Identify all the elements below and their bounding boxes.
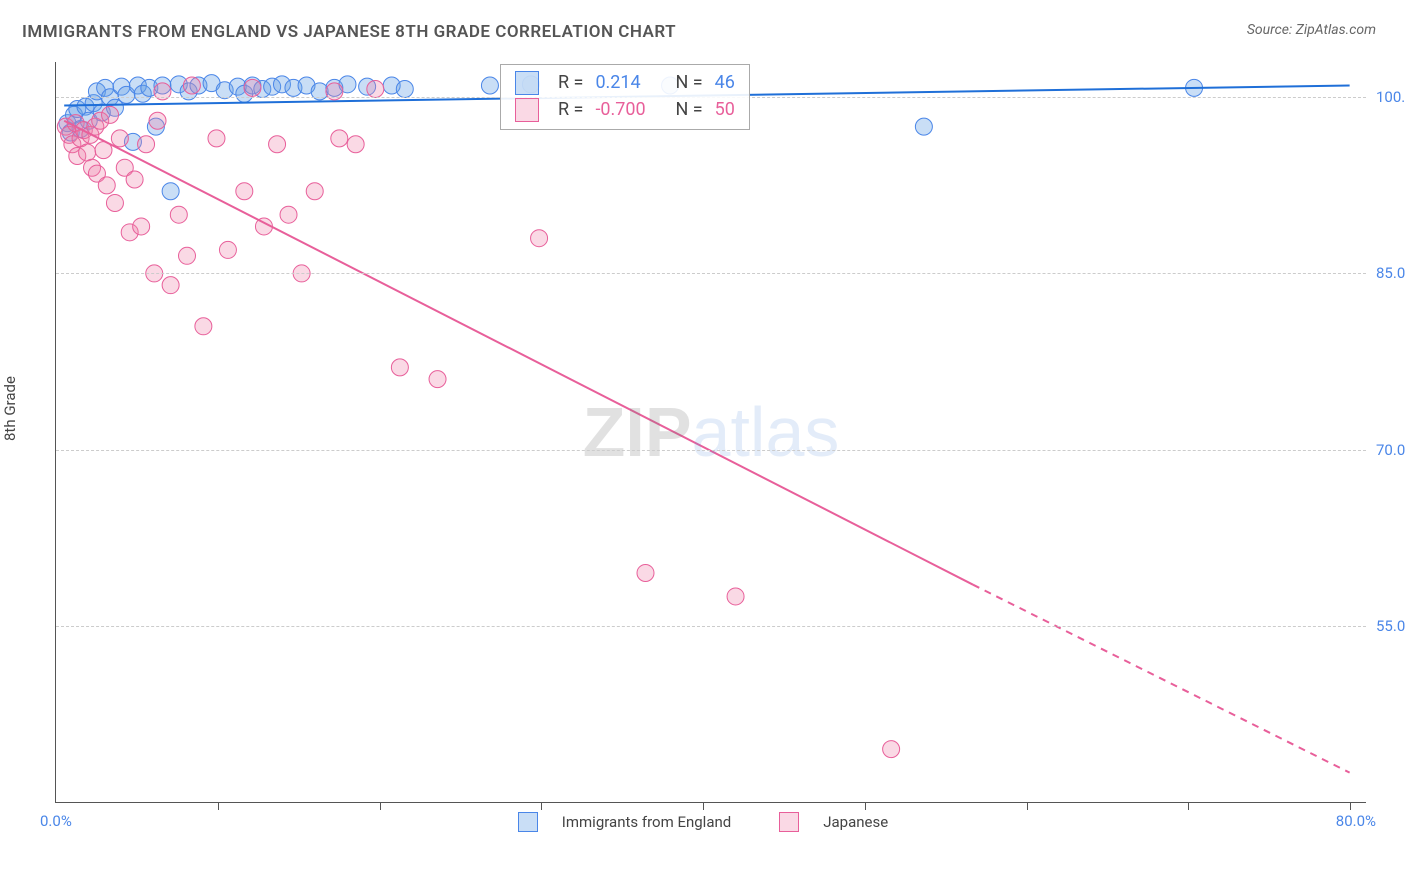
scatter-point-japanese: [179, 247, 196, 264]
stats-row-japanese: R = -0.700 N = 50: [515, 96, 735, 123]
scatter-point-japanese: [162, 277, 179, 294]
trend-line-japanese: [64, 121, 973, 585]
scatter-point-japanese: [637, 564, 654, 581]
scatter-point-japanese: [208, 130, 225, 147]
swatch-england: [515, 71, 539, 95]
x-tick: [703, 802, 704, 810]
scatter-point-japanese: [102, 106, 119, 123]
gridline: [56, 273, 1366, 274]
gridline: [56, 626, 1366, 627]
scatter-point-japanese: [367, 81, 384, 98]
x-tick: [865, 802, 866, 810]
scatter-svg: [56, 62, 1366, 802]
scatter-point-japanese: [883, 741, 900, 758]
x-tick: [1027, 802, 1028, 810]
legend-item-japanese: Japanese: [767, 812, 900, 832]
y-tick-label: 100.0%: [1376, 88, 1406, 106]
scatter-point-england: [396, 81, 413, 98]
y-axis-label: 8th Grade: [1, 376, 19, 441]
n-label: N =: [675, 69, 702, 96]
y-tick-label: 70.0%: [1376, 441, 1406, 459]
scatter-point-japanese: [138, 136, 155, 153]
legend-label: Japanese: [823, 813, 888, 831]
scatter-point-japanese: [79, 144, 96, 161]
scatter-point-japanese: [126, 171, 143, 188]
scatter-point-japanese: [111, 130, 128, 147]
legend-label: Immigrants from England: [562, 813, 731, 831]
r-label: R =: [558, 96, 583, 123]
r-value: -0.700: [595, 96, 659, 123]
r-value: 0.214: [595, 69, 659, 96]
scatter-point-japanese: [727, 588, 744, 605]
swatch-japanese: [779, 812, 799, 832]
n-value: 50: [715, 96, 735, 123]
scatter-point-japanese: [429, 371, 446, 388]
scatter-point-england: [481, 77, 498, 94]
r-label: R =: [558, 69, 583, 96]
scatter-point-japanese: [347, 136, 364, 153]
x-tick: [218, 802, 219, 810]
scatter-point-japanese: [170, 206, 187, 223]
n-value: 46: [715, 69, 735, 96]
gridline: [56, 450, 1366, 451]
swatch-england: [518, 812, 538, 832]
chart-title: IMMIGRANTS FROM ENGLAND VS JAPANESE 8TH …: [22, 22, 676, 42]
scatter-point-japanese: [269, 136, 286, 153]
scatter-point-japanese: [306, 183, 323, 200]
plot-area: ZIPatlas 55.0%70.0%85.0%100.0%: [55, 62, 1366, 803]
scatter-point-japanese: [106, 194, 123, 211]
swatch-japanese: [515, 98, 539, 122]
x-tick: [380, 802, 381, 810]
n-label: N =: [675, 96, 702, 123]
scatter-point-japanese: [331, 130, 348, 147]
scatter-point-japanese: [280, 206, 297, 223]
stats-legend: R = 0.214 N = 46 R = -0.700 N = 50: [500, 64, 750, 130]
bottom-legend: Immigrants from England Japanese: [0, 812, 1406, 836]
stats-row-england: R = 0.214 N = 46: [515, 69, 735, 96]
scatter-point-japanese: [98, 177, 115, 194]
y-tick-label: 85.0%: [1376, 264, 1406, 282]
scatter-point-japanese: [133, 218, 150, 235]
scatter-point-japanese: [236, 183, 253, 200]
scatter-point-japanese: [531, 230, 548, 247]
trend-line-extrap-japanese: [973, 585, 1350, 773]
x-tick: [1350, 802, 1351, 810]
scatter-point-japanese: [391, 359, 408, 376]
y-tick-label: 55.0%: [1376, 617, 1406, 635]
scatter-point-japanese: [149, 112, 166, 129]
x-tick: [1188, 802, 1189, 810]
scatter-point-england: [162, 183, 179, 200]
scatter-point-england: [915, 118, 932, 135]
scatter-point-japanese: [195, 318, 212, 335]
scatter-point-japanese: [219, 241, 236, 258]
x-tick: [541, 802, 542, 810]
legend-item-england: Immigrants from England: [506, 812, 743, 832]
scatter-point-japanese: [183, 77, 200, 94]
source-label: Source: ZipAtlas.com: [1247, 22, 1376, 38]
scatter-point-japanese: [244, 79, 261, 96]
